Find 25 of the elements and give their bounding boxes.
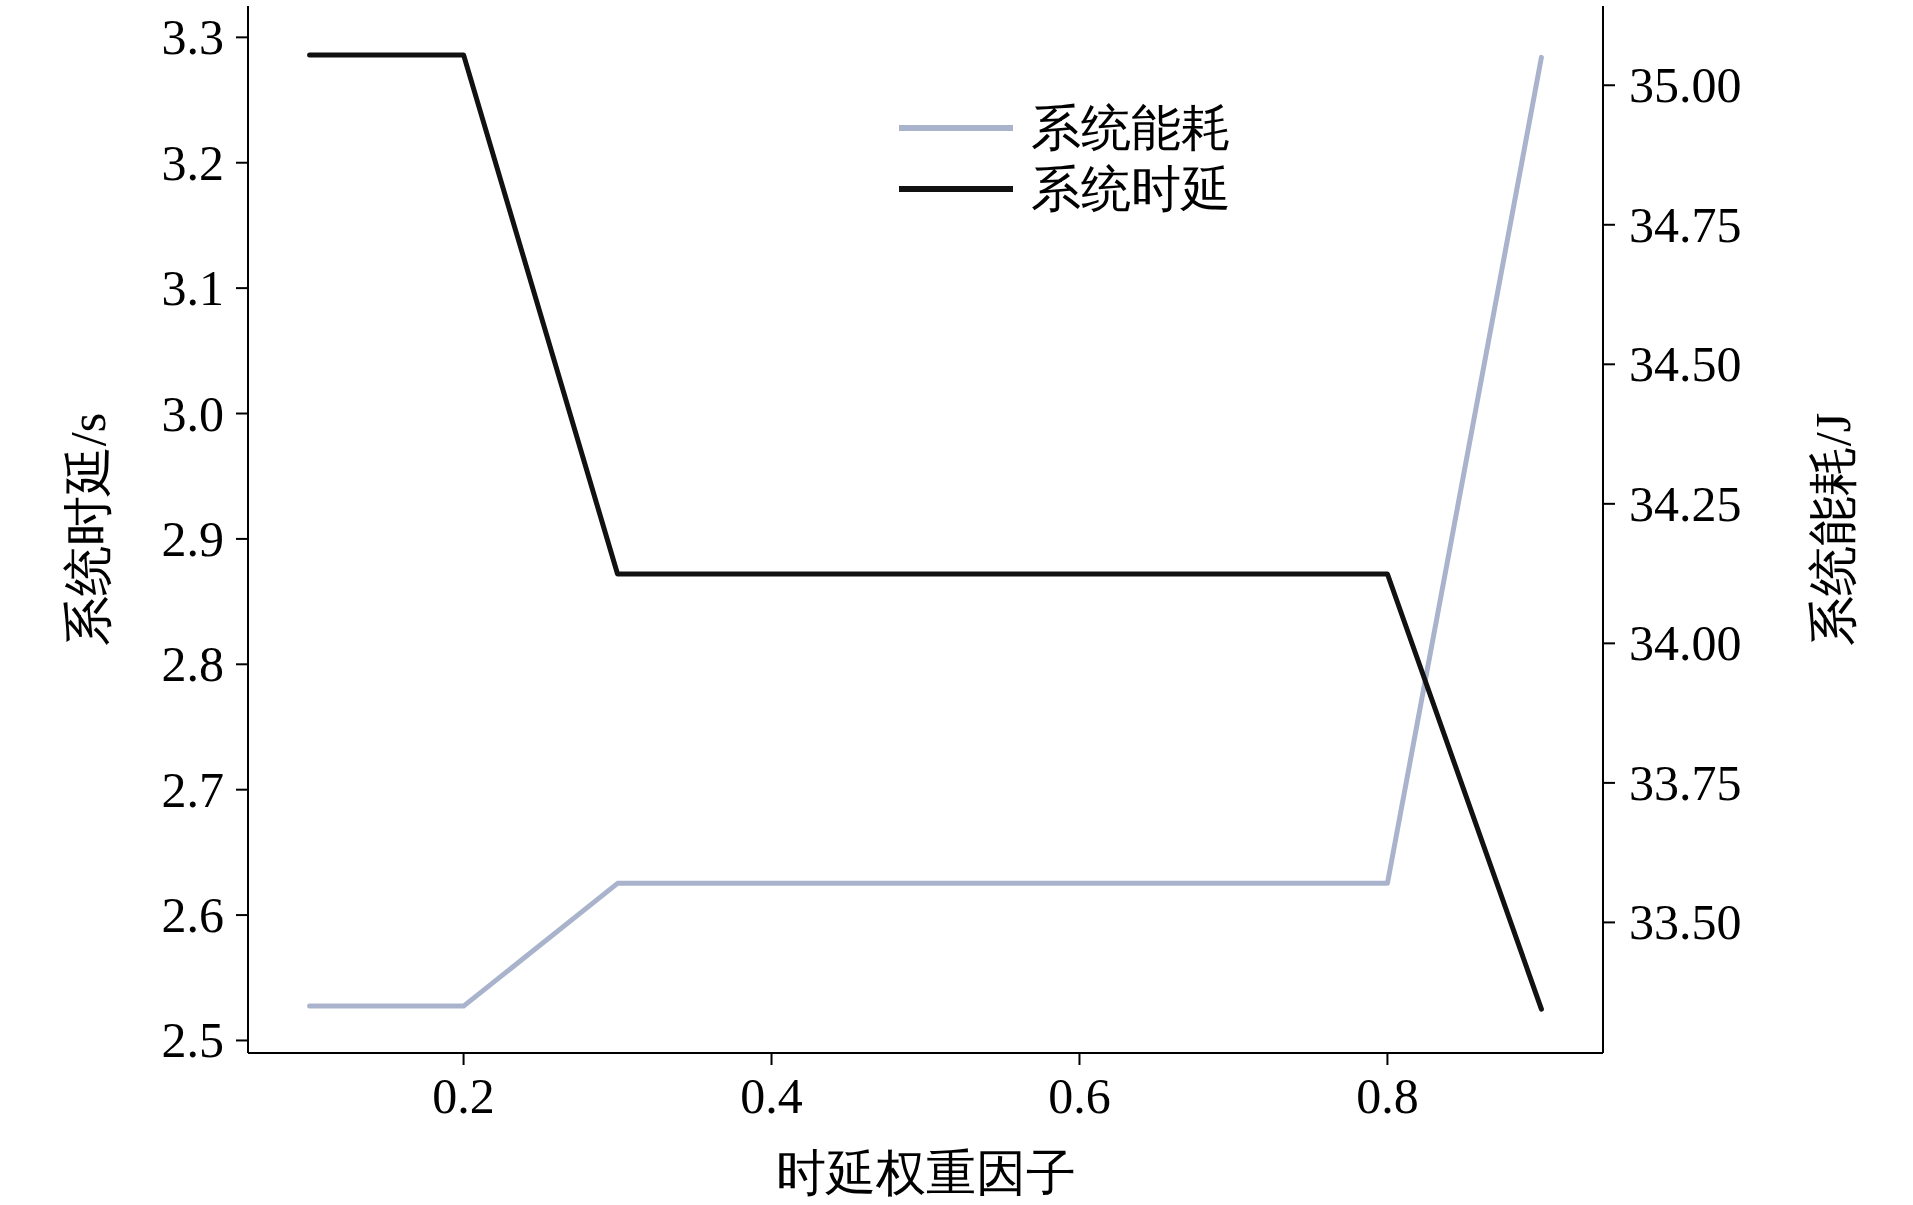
x-tick-label: 0.2 xyxy=(432,1068,495,1124)
x-axis-title: 时延权重因子 xyxy=(775,1145,1076,1201)
y-tick-label: 2.6 xyxy=(161,887,224,944)
y-tick-label: 3.3 xyxy=(161,9,224,66)
y-tick-label: 2.9 xyxy=(161,510,224,567)
y2-tick-label: 35.00 xyxy=(1629,57,1742,114)
legend-label: 系统能耗 xyxy=(1031,100,1231,156)
y2-tick-label: 34.25 xyxy=(1629,475,1742,532)
y2-tick-label: 33.75 xyxy=(1629,754,1742,811)
x-tick-label: 0.6 xyxy=(1048,1068,1111,1124)
y-axis-title: 系统时延/s xyxy=(60,412,116,647)
y2-axis-title: 系统能耗/J xyxy=(1805,412,1861,647)
y2-tick-label: 34.50 xyxy=(1629,336,1742,393)
y2-tick-label: 34.75 xyxy=(1629,196,1742,253)
x-tick-label: 0.4 xyxy=(740,1068,803,1124)
y-tick-label: 2.8 xyxy=(161,636,224,693)
y-tick-label: 3.1 xyxy=(161,260,224,317)
y-tick-label: 2.5 xyxy=(161,1012,224,1069)
y2-tick-label: 33.50 xyxy=(1629,894,1742,951)
y-tick-label: 3.0 xyxy=(161,385,224,442)
y2-tick-label: 34.00 xyxy=(1629,615,1742,672)
y-tick-label: 2.7 xyxy=(161,761,224,818)
y-tick-label: 3.2 xyxy=(161,134,224,191)
legend-label: 系统时延 xyxy=(1031,161,1231,217)
x-tick-label: 0.8 xyxy=(1356,1068,1419,1124)
